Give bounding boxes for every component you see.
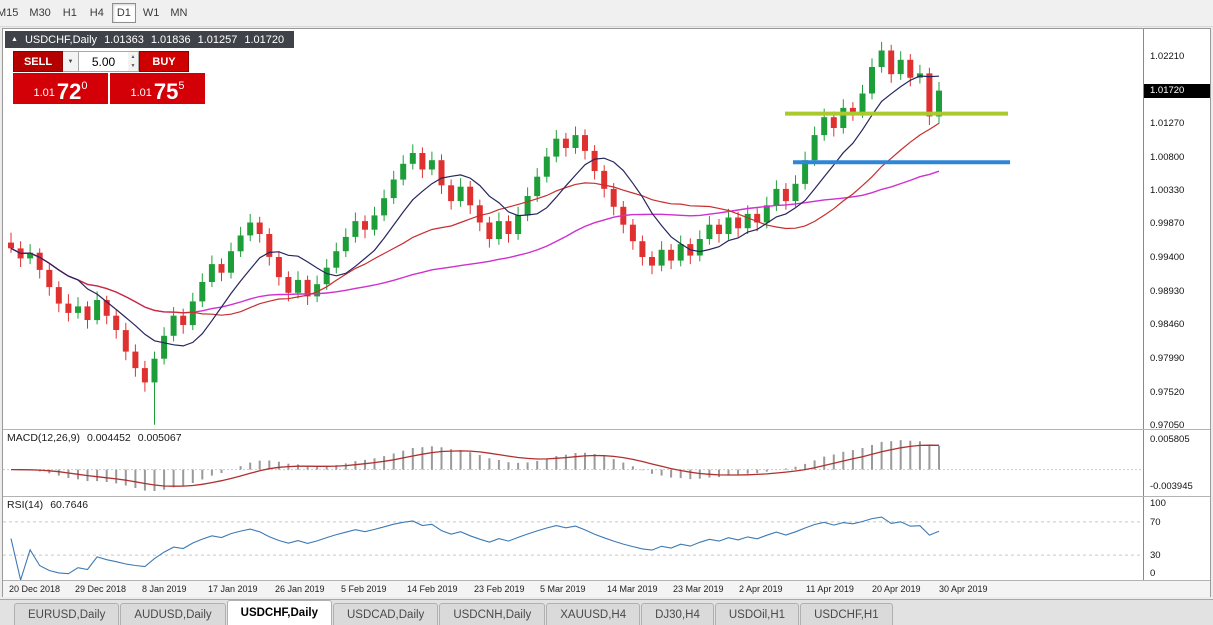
rsi-scale-label: 0	[1150, 568, 1156, 579]
date-label: 30 Apr 2019	[939, 584, 988, 594]
buy-price-big: 75	[153, 79, 179, 104]
date-label: 29 Dec 2018	[75, 584, 127, 594]
tab-audusd-daily[interactable]: AUDUSD,Daily	[120, 603, 226, 625]
tf-button-w1[interactable]: W1	[142, 7, 160, 19]
price-tick-label: 1.02210	[1150, 51, 1185, 62]
price-scale[interactable]: 1.02210 1.01270 1.00800 1.00330 0.99870 0.994…	[1144, 29, 1210, 431]
buy-quote[interactable]: 1.01 75 5	[110, 73, 205, 104]
date-label: 23 Mar 2019	[673, 584, 724, 594]
price-axis-separator	[1143, 29, 1144, 580]
date-label: 14 Mar 2019	[607, 584, 658, 594]
tf-button-d1[interactable]: D1	[111, 3, 136, 23]
sell-price-small: 1.01	[33, 87, 55, 99]
chart-tabs-bar: EURUSD,Daily AUDUSD,Daily USDCHF,Daily U…	[0, 599, 1213, 625]
ohlc-open: 1.01363	[104, 33, 144, 46]
tab-xauusd-h4[interactable]: XAUUSD,H4	[546, 603, 641, 625]
ohlc-high: 1.01836	[150, 33, 191, 46]
sell-quote[interactable]: 1.01 72 0	[13, 73, 108, 104]
chart-window: 1.02210 1.01270 1.00800 1.00330 0.99870 0.994…	[2, 28, 1211, 597]
rsi-indicator-chart	[3, 497, 1143, 580]
rsi-label: RSI(14) 60.7646	[7, 499, 88, 511]
spin-up-icon[interactable]: ▲	[130, 54, 136, 60]
panel-separator	[3, 429, 1210, 430]
price-tick-label: 1.00800	[1150, 152, 1185, 163]
price-tick-label: 0.98460	[1150, 319, 1185, 330]
collapse-icon[interactable]: ▲	[11, 36, 18, 43]
macd-value: 0.004452	[86, 432, 131, 444]
date-label: 26 Jan 2019	[275, 584, 325, 594]
macd-scale-bottom: -0.003945	[1150, 481, 1193, 492]
price-tick-label: 0.99870	[1150, 218, 1185, 229]
spin-down-icon[interactable]: ▼	[130, 63, 136, 69]
tab-eurusd-daily[interactable]: EURUSD,Daily	[14, 603, 120, 625]
rsi-value: 60.7646	[50, 499, 89, 511]
tf-button-h1[interactable]: H1	[62, 7, 77, 19]
tab-usdcnh-daily[interactable]: USDCNH,Daily	[439, 603, 546, 625]
date-label: 20 Dec 2018	[9, 584, 61, 594]
volume-input[interactable]	[79, 51, 139, 72]
price-tick-label: 0.99400	[1150, 252, 1185, 263]
buy-price-sup: 5	[178, 80, 185, 92]
date-label: 23 Feb 2019	[474, 584, 525, 594]
tab-usdoil-h1[interactable]: USDOil,H1	[714, 603, 800, 625]
date-axis[interactable]: 20 Dec 2018 29 Dec 2018 8 Jan 2019 17 Jan 2…	[3, 581, 1210, 597]
macd-signal-value: 0.005067	[137, 432, 182, 444]
macd-label: MACD(12,26,9) 0.004452 0.005067	[7, 432, 182, 444]
date-label: 8 Jan 2019	[142, 584, 187, 594]
tab-usdcad-daily[interactable]: USDCAD,Daily	[332, 603, 439, 625]
price-tick-label: 1.01270	[1150, 118, 1185, 129]
sell-button[interactable]: SELL	[13, 51, 63, 72]
tf-button-m15[interactable]: M15	[0, 7, 19, 19]
price-tick-label: 0.97990	[1150, 353, 1185, 364]
panel-separator	[3, 580, 1210, 581]
volume-stepper[interactable]: ▲ ▼	[128, 52, 138, 71]
rsi-name: RSI(14)	[7, 499, 44, 511]
tf-button-h4[interactable]: H4	[89, 7, 104, 19]
date-label: 5 Mar 2019	[540, 584, 586, 594]
panel-separator	[3, 496, 1210, 497]
chart-ohlc-header: ▲ USDCHF,Daily 1.01363 1.01836 1.01257 1…	[5, 31, 295, 48]
ohlc-close: 1.01720	[244, 33, 285, 46]
date-label: 11 Apr 2019	[806, 584, 854, 594]
date-label: 20 Apr 2019	[872, 584, 921, 594]
tab-usdchf-daily[interactable]: USDCHF,Daily	[226, 600, 332, 625]
tf-button-m30[interactable]: M30	[29, 7, 51, 19]
rsi-scale-label: 70	[1150, 517, 1161, 528]
buy-price-small: 1.01	[130, 87, 152, 99]
date-label: 2 Apr 2019	[739, 584, 783, 594]
rsi-scale-label: 100	[1150, 498, 1166, 509]
macd-scale-top: 0.005805	[1150, 434, 1190, 445]
current-price-badge: 1.01720	[1144, 84, 1210, 98]
rsi-scale-label: 30	[1150, 550, 1161, 561]
price-tick-label: 0.98930	[1150, 286, 1185, 297]
price-tick-label: 0.97050	[1150, 420, 1185, 431]
ohlc-low: 1.01257	[197, 33, 238, 46]
date-label: 17 Jan 2019	[208, 584, 258, 594]
timeframe-toolbar: M15 M30 H1 H4 D1 W1 MN	[0, 0, 1213, 27]
chart-symbol-label: USDCHF,Daily	[24, 33, 98, 46]
rsi-scale[interactable]: 100 70 30 0	[1144, 497, 1210, 580]
price-tick-label: 0.97520	[1150, 387, 1185, 398]
tf-button-mn[interactable]: MN	[170, 7, 188, 19]
date-label: 14 Feb 2019	[407, 584, 458, 594]
sell-price-big: 72	[56, 79, 82, 104]
macd-indicator-chart	[3, 430, 1143, 496]
macd-name: MACD(12,26,9)	[7, 432, 80, 444]
macd-scale[interactable]: 0.005805 -0.003945	[1144, 430, 1210, 496]
tab-usdchf-h1[interactable]: USDCHF,H1	[800, 603, 893, 625]
buy-button[interactable]: BUY	[139, 51, 189, 72]
date-label: 5 Feb 2019	[341, 584, 387, 594]
price-tick-label: 1.00330	[1150, 185, 1185, 196]
sell-price-sup: 0	[81, 80, 88, 92]
one-click-trade-panel: SELL ▼ ▲ ▼ BUY 1.01 72 0 1.01 75 5	[13, 51, 205, 104]
volume-dropdown-icon[interactable]: ▼	[63, 51, 79, 72]
tab-dj30-h4[interactable]: DJ30,H4	[641, 603, 714, 625]
